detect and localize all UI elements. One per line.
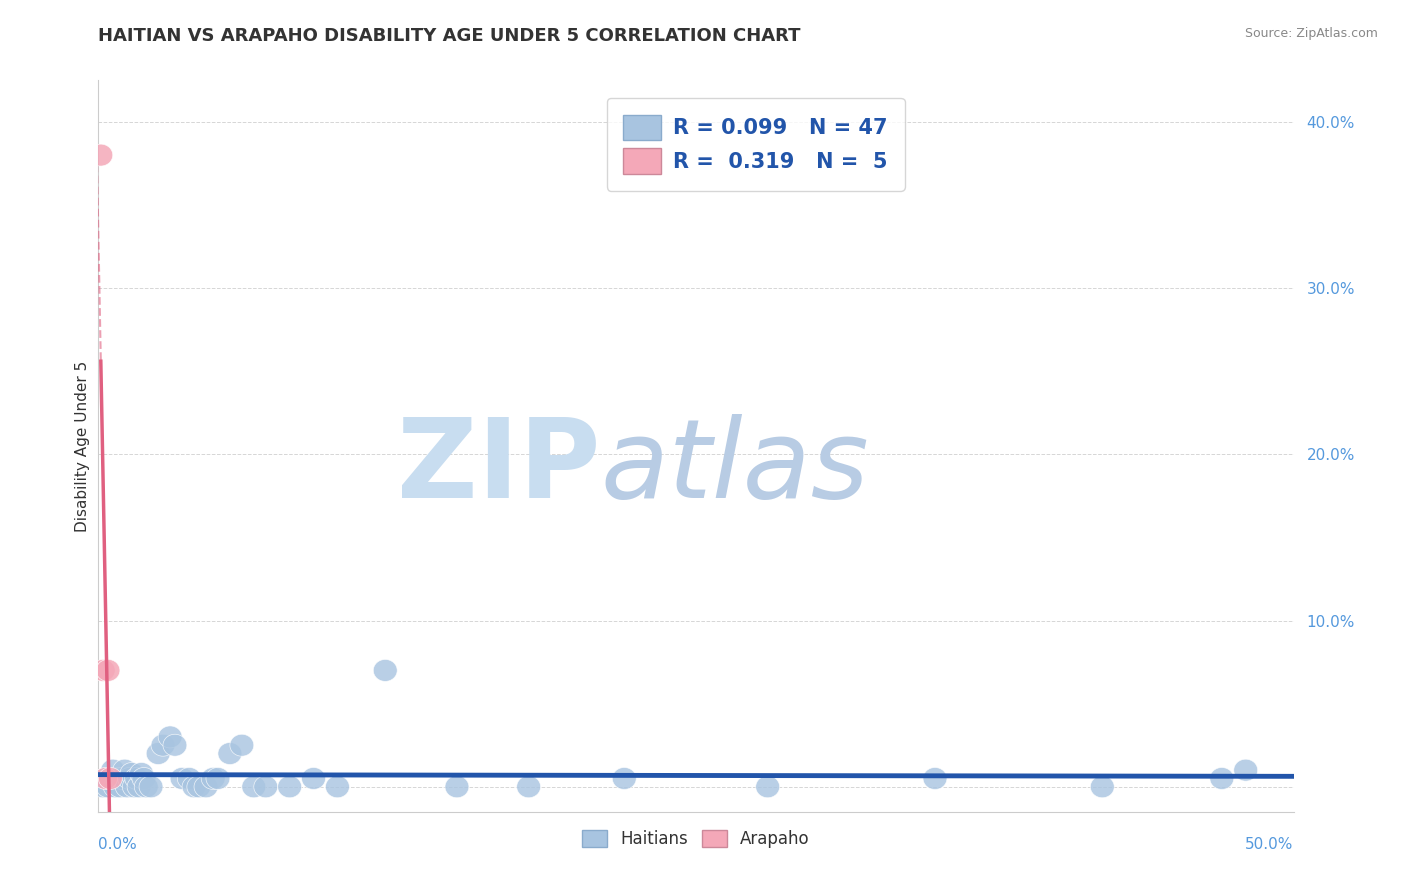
Ellipse shape — [139, 776, 163, 797]
Ellipse shape — [129, 763, 153, 784]
Text: Source: ZipAtlas.com: Source: ZipAtlas.com — [1244, 27, 1378, 40]
Text: 50.0%: 50.0% — [1246, 838, 1294, 853]
Ellipse shape — [254, 776, 278, 797]
Ellipse shape — [98, 767, 122, 789]
Ellipse shape — [218, 742, 242, 764]
Ellipse shape — [146, 742, 170, 764]
Ellipse shape — [756, 776, 779, 797]
Ellipse shape — [301, 767, 326, 789]
Ellipse shape — [229, 734, 253, 756]
Ellipse shape — [1234, 759, 1257, 781]
Ellipse shape — [120, 763, 143, 784]
Text: ZIP: ZIP — [396, 415, 600, 522]
Text: atlas: atlas — [600, 415, 869, 522]
Ellipse shape — [444, 776, 470, 797]
Ellipse shape — [125, 767, 149, 789]
Ellipse shape — [96, 659, 120, 681]
Ellipse shape — [163, 734, 187, 756]
Ellipse shape — [103, 776, 127, 797]
Ellipse shape — [373, 659, 398, 681]
Legend: Haitians, Arapaho: Haitians, Arapaho — [575, 823, 817, 855]
Ellipse shape — [89, 145, 112, 166]
Ellipse shape — [922, 767, 948, 789]
Ellipse shape — [194, 776, 218, 797]
Ellipse shape — [112, 759, 136, 781]
Ellipse shape — [127, 776, 150, 797]
Ellipse shape — [207, 767, 231, 789]
Ellipse shape — [98, 767, 122, 789]
Ellipse shape — [170, 767, 194, 789]
Ellipse shape — [94, 767, 118, 789]
Text: 0.0%: 0.0% — [98, 838, 138, 853]
Ellipse shape — [187, 776, 211, 797]
Ellipse shape — [91, 776, 115, 797]
Ellipse shape — [91, 659, 115, 681]
Ellipse shape — [159, 726, 183, 747]
Ellipse shape — [150, 734, 174, 756]
Ellipse shape — [201, 767, 225, 789]
Ellipse shape — [612, 767, 636, 789]
Ellipse shape — [111, 767, 135, 789]
Ellipse shape — [1091, 776, 1114, 797]
Ellipse shape — [1209, 767, 1234, 789]
Ellipse shape — [94, 767, 118, 789]
Ellipse shape — [517, 776, 540, 797]
Ellipse shape — [177, 767, 201, 789]
Ellipse shape — [132, 767, 156, 789]
Ellipse shape — [277, 776, 301, 797]
Ellipse shape — [242, 776, 266, 797]
Ellipse shape — [325, 776, 350, 797]
Ellipse shape — [135, 776, 159, 797]
Text: HAITIAN VS ARAPAHO DISABILITY AGE UNDER 5 CORRELATION CHART: HAITIAN VS ARAPAHO DISABILITY AGE UNDER … — [98, 27, 801, 45]
Y-axis label: Disability Age Under 5: Disability Age Under 5 — [75, 360, 90, 532]
Ellipse shape — [101, 759, 125, 781]
Ellipse shape — [108, 776, 132, 797]
Ellipse shape — [183, 776, 207, 797]
Ellipse shape — [105, 767, 129, 789]
Ellipse shape — [122, 776, 146, 797]
Ellipse shape — [96, 776, 120, 797]
Ellipse shape — [115, 776, 139, 797]
Ellipse shape — [118, 767, 142, 789]
